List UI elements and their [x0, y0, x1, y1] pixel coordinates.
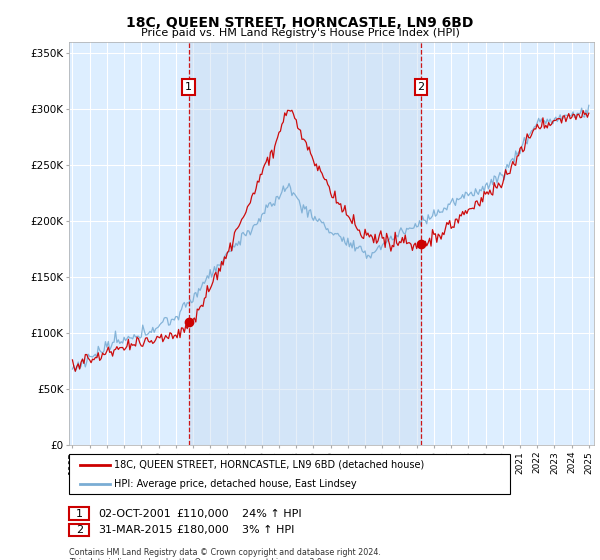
Bar — [188, 42, 421, 445]
Text: Price paid vs. HM Land Registry's House Price Index (HPI): Price paid vs. HM Land Registry's House … — [140, 28, 460, 38]
Text: 3% ↑ HPI: 3% ↑ HPI — [242, 525, 295, 535]
Text: 1: 1 — [185, 82, 192, 92]
Text: 18C, QUEEN STREET, HORNCASTLE, LN9 6BD (detached house): 18C, QUEEN STREET, HORNCASTLE, LN9 6BD (… — [114, 460, 424, 470]
Text: 02-OCT-2001: 02-OCT-2001 — [98, 508, 171, 519]
Text: 18C, QUEEN STREET, HORNCASTLE, LN9 6BD: 18C, QUEEN STREET, HORNCASTLE, LN9 6BD — [127, 16, 473, 30]
Text: 2: 2 — [76, 525, 83, 535]
Text: £110,000: £110,000 — [176, 508, 229, 519]
Text: 2: 2 — [418, 82, 425, 92]
Text: 24% ↑ HPI: 24% ↑ HPI — [242, 508, 302, 519]
Text: £180,000: £180,000 — [176, 525, 229, 535]
Text: 1: 1 — [76, 508, 83, 519]
Text: 31-MAR-2015: 31-MAR-2015 — [98, 525, 173, 535]
Text: HPI: Average price, detached house, East Lindsey: HPI: Average price, detached house, East… — [114, 479, 356, 489]
Text: Contains HM Land Registry data © Crown copyright and database right 2024.
This d: Contains HM Land Registry data © Crown c… — [69, 548, 381, 560]
